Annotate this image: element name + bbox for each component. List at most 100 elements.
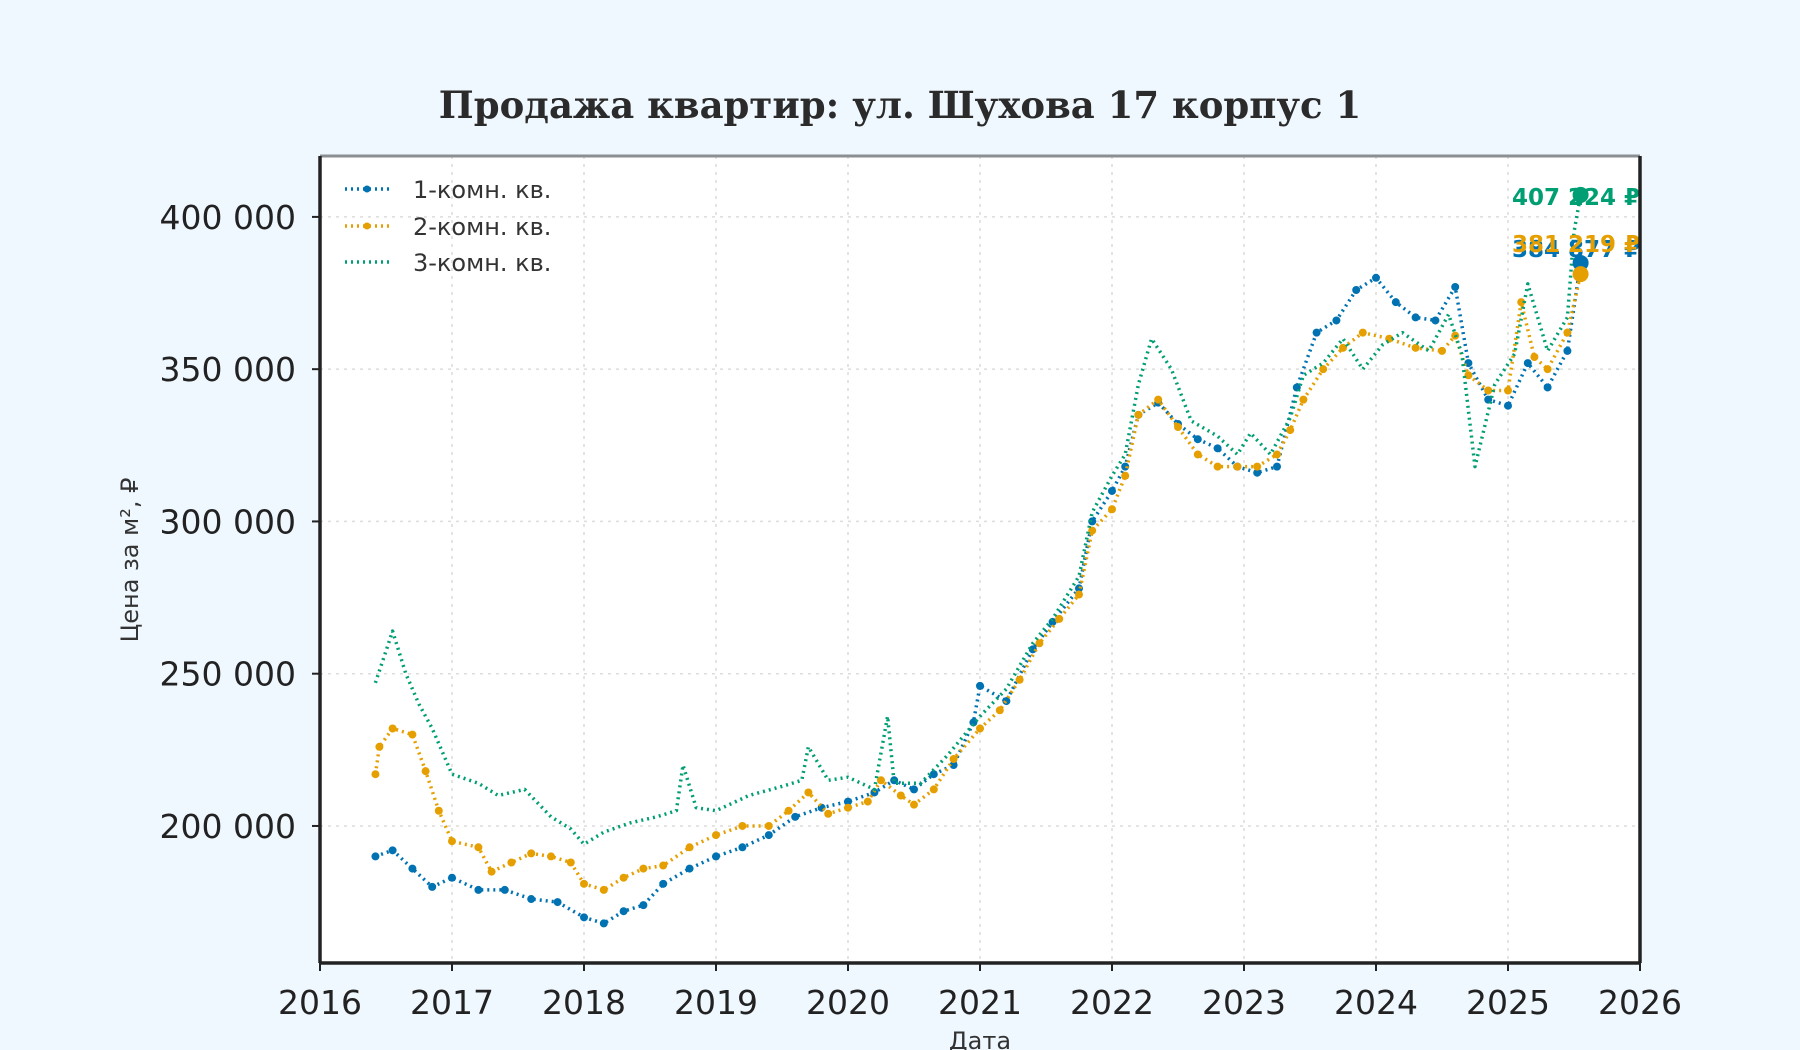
data-point [547, 852, 555, 861]
data-point [371, 770, 380, 779]
data-point [1372, 273, 1380, 282]
data-point [1411, 343, 1420, 352]
data-point [1358, 328, 1367, 337]
data-point [863, 797, 872, 806]
chart-title: Продажа квартир: ул. Шухова 17 корпус 1 [439, 83, 1361, 127]
x-tick-label: 2020 [806, 983, 890, 1022]
x-tick-label: 2016 [278, 983, 362, 1022]
data-point [1154, 395, 1163, 404]
data-point [844, 803, 852, 812]
data-point [1174, 423, 1182, 432]
data-point [659, 861, 668, 870]
legend-item-2: 2-комн. кв. [345, 213, 551, 241]
grid [320, 156, 1640, 963]
data-point [619, 873, 628, 882]
data-point [910, 800, 918, 809]
data-point [764, 831, 773, 840]
data-point [599, 885, 608, 894]
data-point [1055, 614, 1064, 623]
data-point [639, 901, 648, 910]
data-point [1213, 462, 1222, 471]
data-point [712, 852, 720, 861]
data-point [1193, 435, 1202, 444]
data-point [995, 706, 1004, 715]
data-point [474, 843, 483, 852]
data-point [371, 852, 380, 861]
data-point [1035, 639, 1044, 648]
data-point [421, 767, 430, 776]
data-point [1563, 328, 1572, 337]
data-point [580, 913, 588, 922]
legend-item-1: 1-комн. кв. [345, 176, 551, 204]
series-2 [371, 270, 1585, 894]
data-point [388, 846, 397, 855]
data-point [1075, 584, 1083, 593]
data-point [1253, 468, 1262, 477]
y-tick-label: 200 000 [160, 807, 296, 846]
data-point [1319, 365, 1328, 374]
end-marker-1 [1572, 254, 1589, 271]
data-point [500, 885, 509, 894]
legend: 1-комн. кв. 2-комн. кв. 3-комн. кв. [345, 176, 551, 277]
data-point [1273, 462, 1281, 471]
x-tick-label: 2024 [1334, 983, 1418, 1022]
data-point [877, 776, 885, 785]
data-point [1108, 505, 1116, 514]
x-tick-label: 2022 [1070, 983, 1154, 1022]
data-point [976, 681, 984, 690]
y-tick-label: 350 000 [160, 350, 296, 389]
y-axis-label: Цена за м², ₽ [116, 478, 144, 643]
data-point [1075, 590, 1083, 599]
legend-label-3: 3-комн. кв. [413, 249, 551, 277]
legend-label-1: 1-комн. кв. [413, 176, 551, 204]
data-point [1543, 383, 1552, 392]
data-point [976, 724, 984, 733]
data-point [1233, 462, 1242, 471]
data-point [1464, 359, 1473, 368]
data-point [1002, 697, 1011, 706]
data-point [738, 821, 747, 830]
data-point [566, 858, 575, 867]
data-point [1438, 346, 1446, 355]
data-point [375, 742, 384, 751]
data-point [1273, 450, 1281, 459]
end-value-label-3: 407 224 ₽ [1512, 185, 1640, 211]
data-point [929, 770, 938, 779]
end-marker-3 [1572, 186, 1589, 203]
end-marker-2 [1572, 266, 1589, 283]
end-markers: 384 877 ₽381 219 ₽ 407 224 ₽ [1512, 185, 1640, 283]
data-point [929, 785, 938, 794]
end-value-label-2: 381 219 ₽ [1512, 232, 1640, 258]
data-point [619, 907, 628, 916]
data-point [1015, 675, 1024, 684]
end-value-label-1: 384 877 ₽ [1512, 237, 1640, 263]
data-point [1523, 359, 1532, 368]
data-point [1253, 462, 1262, 471]
data-point [910, 785, 918, 794]
legend-marker-1 [363, 185, 371, 193]
series-line-2 [373, 273, 1583, 892]
data-point [738, 843, 747, 852]
data-point [1299, 395, 1308, 404]
data-point [434, 806, 443, 815]
x-tick-label: 2026 [1598, 983, 1682, 1022]
data-point [659, 879, 668, 888]
data-point [824, 809, 833, 818]
data-point [791, 812, 800, 821]
data-point [408, 730, 417, 739]
data-point [599, 919, 608, 928]
data-point [896, 791, 905, 800]
data-point [580, 879, 588, 888]
data-point [1312, 328, 1321, 337]
data-point [527, 849, 536, 858]
data-point [1464, 371, 1473, 380]
data-point [1339, 343, 1347, 352]
data-point [408, 864, 417, 873]
x-tick-label: 2019 [674, 983, 758, 1022]
data-point [1028, 645, 1037, 654]
data-point [1517, 298, 1526, 307]
y-tick-label: 300 000 [160, 502, 296, 541]
y-tick-label: 250 000 [160, 655, 296, 694]
data-point [639, 864, 648, 873]
